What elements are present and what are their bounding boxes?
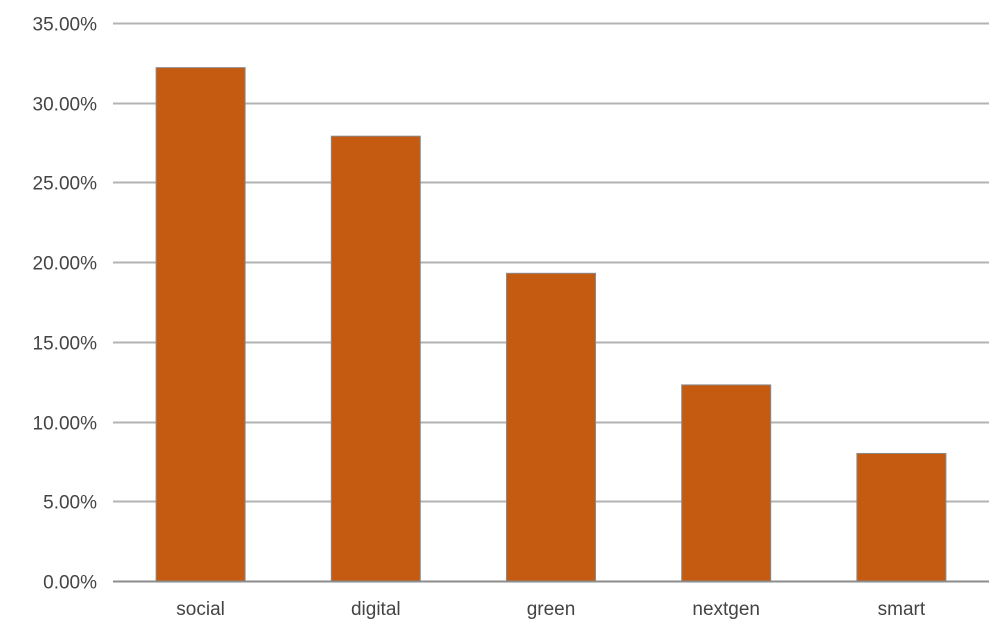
x-category-label: smart (878, 599, 926, 620)
y-tick-label: 20.00% (33, 254, 98, 275)
y-axis-tick-labels: 0.00% 5.00% 10.00% 15.00% 20.00% 25.00% 30.00%… (33, 15, 98, 594)
y-tick-label: 15.00% (33, 334, 98, 355)
bar-digital (330, 135, 421, 582)
y-tick-label: 10.00% (33, 414, 98, 435)
y-tick-label: 25.00% (33, 174, 98, 195)
x-axis-category-labels: social digital green nextgen smart (176, 599, 926, 620)
x-category-label: digital (351, 599, 401, 620)
bar-green (506, 272, 596, 582)
bar-smart (856, 452, 947, 582)
x-category-label: nextgen (692, 599, 760, 620)
bar-social (155, 67, 246, 582)
bar-nextgen (681, 384, 772, 582)
y-tick-label: 0.00% (43, 573, 97, 594)
x-category-label: social (176, 599, 225, 620)
bars (155, 67, 947, 582)
y-tick-label: 5.00% (43, 493, 97, 514)
x-category-label: green (527, 599, 576, 620)
y-tick-label: 30.00% (33, 95, 98, 116)
y-tick-label: 35.00% (33, 15, 98, 36)
